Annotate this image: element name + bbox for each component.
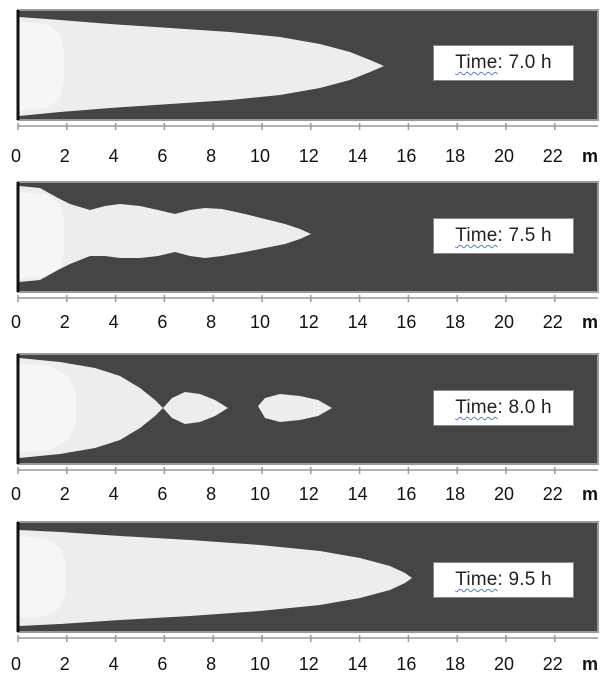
x-tick-label: 10 — [249, 312, 271, 332]
time-value: : 9.5 h — [497, 569, 552, 590]
time-value: : 7.0 h — [497, 52, 552, 73]
x-tick-label: 22 — [542, 312, 563, 332]
x-tick-label: 20 — [493, 484, 515, 504]
x-tick-label: 20 — [493, 312, 515, 332]
x-tick-label: 0 — [10, 312, 22, 332]
x-tick-label: 4 — [108, 312, 119, 332]
x-unit-label: m — [582, 146, 599, 166]
time-label: Time: 9.5 h — [433, 562, 574, 598]
x-tick-label: 2 — [59, 146, 70, 166]
plume-shape — [19, 17, 384, 116]
x-tick-label: 14 — [347, 146, 368, 166]
x-tick-label: 2 — [59, 484, 70, 504]
time-value: : 7.5 h — [497, 225, 552, 246]
x-tick-label: 14 — [347, 484, 368, 504]
x-tick-label: 2 — [59, 312, 70, 332]
panel-time-7-5: Time: 7.5 h 0 2 4 6 8 10 12 14 16 18 20 22 m — [0, 176, 605, 342]
x-tick-label: 12 — [298, 146, 319, 166]
x-tick-label: 8 — [206, 312, 217, 332]
plume-shape — [19, 530, 412, 626]
x-tick-label: 12 — [298, 312, 319, 332]
x-tick-label: 6 — [157, 484, 168, 504]
x-unit-label: m — [582, 312, 599, 332]
x-tick-label: 14 — [347, 312, 368, 332]
x-tick-label: 8 — [206, 654, 217, 674]
x-tick-label: 22 — [542, 484, 563, 504]
x-tick-label: 18 — [445, 312, 466, 332]
time-label: Time: 7.0 h — [433, 45, 574, 81]
x-tick-label: 10 — [249, 484, 271, 504]
x-tick-label: 20 — [493, 654, 515, 674]
x-tick-label: 14 — [347, 654, 368, 674]
time-word: Time — [455, 225, 498, 246]
x-tick-label: 2 — [59, 654, 70, 674]
panel-time-8-0: Time: 8.0 h 0 2 4 6 8 10 12 14 16 18 20 22 m — [0, 348, 605, 514]
x-tick-label: 4 — [108, 146, 119, 166]
plume-blob — [258, 394, 332, 422]
x-tick-label: 0 — [10, 484, 22, 504]
x-tick-label: 22 — [542, 146, 563, 166]
panel-time-7-0: Time: 7.0 h 0 2 4 6 8 10 12 14 16 18 20 22 m — [0, 6, 605, 172]
plume-core — [19, 22, 64, 110]
plume-shape — [19, 186, 311, 282]
x-tick-label: 6 — [157, 654, 168, 674]
x-tick-label: 6 — [157, 146, 168, 166]
x-unit-label: m — [582, 484, 599, 504]
x-tick-label: 0 — [10, 146, 22, 166]
x-tick-label: 6 — [157, 312, 168, 332]
plume-core — [19, 192, 64, 278]
time-value: : 8.0 h — [497, 397, 552, 418]
x-tick-label: 20 — [493, 146, 515, 166]
time-word: Time — [455, 52, 498, 73]
time-label: Time: 8.0 h — [433, 390, 574, 426]
x-tick-label: 22 — [542, 654, 563, 674]
x-tick-label: 4 — [108, 654, 119, 674]
x-tick-label: 18 — [445, 484, 466, 504]
x-tick-label: 8 — [206, 146, 217, 166]
x-tick-label: 16 — [396, 312, 417, 332]
x-tick-label: 16 — [396, 654, 417, 674]
x-tick-label: 10 — [249, 654, 271, 674]
panel-time-9-5: Time: 9.5 h 0 2 4 6 8 10 12 14 16 18 20 22 m — [0, 516, 605, 682]
channel-plot-9-5 — [16, 521, 599, 642]
x-tick-label: 0 — [10, 654, 22, 674]
x-tick-label: 10 — [249, 146, 271, 166]
x-unit-label: m — [582, 654, 599, 674]
time-label: Time: 7.5 h — [433, 218, 574, 254]
x-tick-label: 4 — [108, 484, 119, 504]
time-word: Time — [455, 397, 498, 418]
x-tick-label: 12 — [298, 654, 319, 674]
x-tick-label: 18 — [445, 654, 466, 674]
x-tick-label: 18 — [445, 146, 466, 166]
time-word: Time — [455, 569, 498, 590]
x-tick-label: 8 — [206, 484, 217, 504]
x-tick-label: 16 — [396, 146, 417, 166]
x-tick-label: 16 — [396, 484, 417, 504]
plume-core — [19, 364, 76, 452]
plume-blob — [163, 392, 228, 424]
x-tick-label: 12 — [298, 484, 319, 504]
plume-core — [19, 536, 66, 618]
